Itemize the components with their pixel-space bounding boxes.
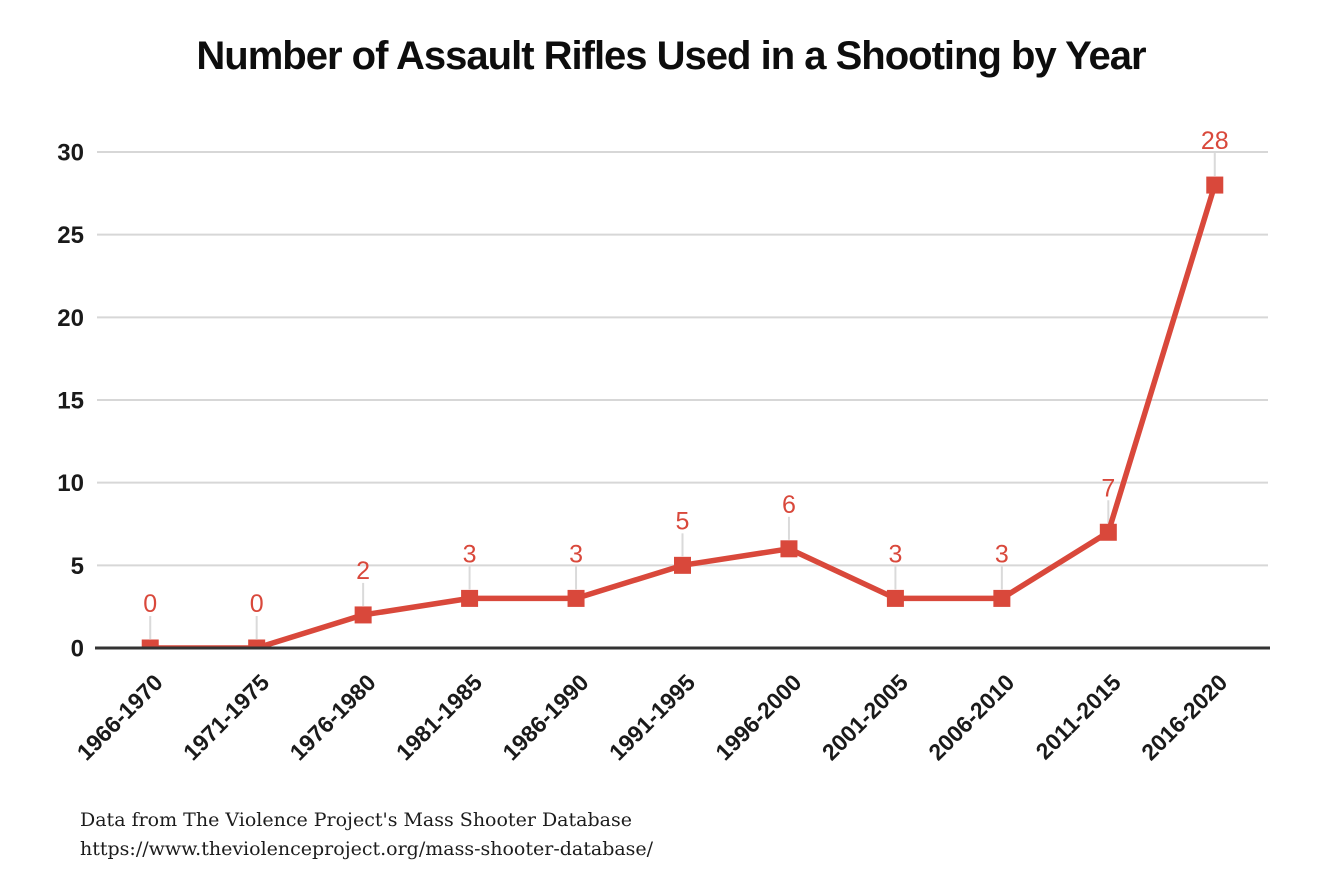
data-point-label: 3 <box>995 540 1009 568</box>
data-point-label: 3 <box>463 540 477 568</box>
data-point-label: 0 <box>250 590 264 618</box>
x-axis-tick-label: 2011-2015 <box>1031 669 1126 764</box>
data-point-marker <box>780 540 798 558</box>
x-axis-tick-label: 2001-2005 <box>817 669 913 765</box>
x-axis-tick-label: 2006-2010 <box>923 669 1019 765</box>
data-point-marker <box>248 639 266 649</box>
x-axis-tick-label: 1986-1990 <box>497 669 593 765</box>
y-axis-tick-label: 5 <box>71 553 84 580</box>
data-point-marker <box>993 589 1011 607</box>
data-point-marker <box>354 606 372 624</box>
data-point-marker <box>674 556 691 574</box>
data-point-label: 5 <box>676 507 690 535</box>
y-axis-tick-label: 10 <box>57 470 84 497</box>
data-point-marker <box>141 639 159 649</box>
data-point-label: 3 <box>888 540 902 568</box>
data-point-marker <box>886 589 904 607</box>
data-point-label: 2 <box>356 557 370 585</box>
y-axis-tick-label: 0 <box>71 636 84 663</box>
series-group <box>141 176 1224 649</box>
y-axis-tick-label: 25 <box>57 222 84 249</box>
data-point-marker <box>1099 523 1117 541</box>
y-axis-tick-label: 30 <box>57 140 84 167</box>
x-axis-tick-label: 1996-2000 <box>710 669 806 765</box>
data-point-label: 6 <box>782 491 796 519</box>
x-axis-tick-label: 1981-1985 <box>391 669 487 765</box>
source-note: Data from The Violence Project's Mass Sh… <box>80 806 653 864</box>
data-point-label: 7 <box>1101 474 1115 502</box>
chart-title: Number of Assault Rifles Used in a Shoot… <box>196 34 1146 78</box>
x-axis-tick-label: 2016-2020 <box>1136 669 1232 765</box>
series-line <box>150 184 1218 649</box>
data-point-marker <box>1206 176 1224 194</box>
data-point-label: 28 <box>1201 127 1229 155</box>
data-point-marker <box>461 589 479 607</box>
y-axis-tick-label: 15 <box>57 388 84 415</box>
data-point-label: 3 <box>569 540 583 568</box>
y-axis-tick-label: 20 <box>57 305 84 332</box>
source-url: https://www.theviolenceproject.org/mass-… <box>80 838 654 860</box>
x-axis-tick-label: 1991-1995 <box>604 669 700 765</box>
data-point-marker <box>567 589 585 607</box>
x-axis-tick-label: 1976-1980 <box>285 669 381 765</box>
source-text: Data from The Violence Project's Mass Sh… <box>80 809 632 831</box>
x-axis-tick-label: 1971-1975 <box>178 669 274 765</box>
data-point-label: 0 <box>143 590 157 618</box>
x-axis-tick-label: 1966-1970 <box>72 669 168 765</box>
